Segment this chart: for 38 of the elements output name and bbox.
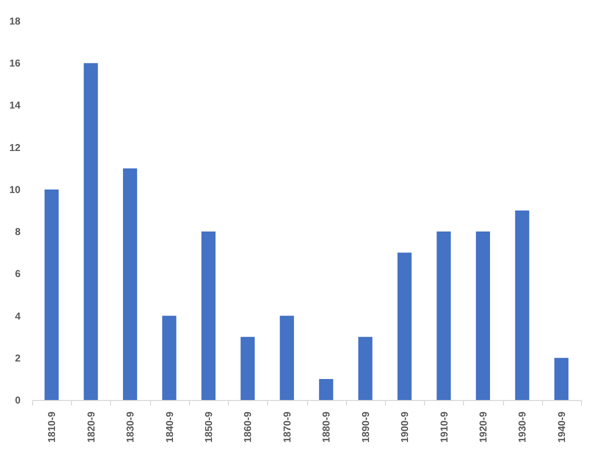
bar [44,189,59,400]
bar [515,210,530,400]
x-tick-label: 1940-9 [556,411,568,443]
bar [476,232,490,400]
bar [397,252,412,400]
x-tick-label: 1930-9 [518,411,529,443]
x-tick-label: 1920-9 [478,411,490,443]
bar [201,232,216,400]
bar [162,316,176,400]
bar [554,358,568,400]
y-tick-label: 2 [14,353,21,364]
bar [358,336,372,400]
x-tick-label: 1850-9 [204,411,215,443]
x-tick-label: 1880-9 [322,411,333,443]
y-tick-label: 12 [9,142,21,154]
x-tick-label: 1900-9 [400,411,412,443]
y-tick-label: 14 [9,100,21,112]
x-tick-label: 1870-9 [282,411,294,443]
bar [319,378,334,400]
bar [84,63,98,400]
y-tick-label: 18 [9,16,21,28]
x-tick-label: 1910-9 [439,411,450,443]
x-tick-label: 1860-9 [243,411,254,443]
bar [280,316,294,400]
y-tick-label: 8 [14,227,21,238]
y-tick-label: 0 [14,396,21,406]
y-tick-label: 6 [14,269,21,280]
x-tick-label: 1810-9 [47,411,58,443]
y-tick-label: 16 [9,58,21,70]
bar [122,168,138,400]
x-tick-label: 1890-9 [360,411,372,443]
y-tick-label: 10 [9,184,21,196]
bar [240,336,255,400]
x-tick-label: 1830-9 [126,411,137,443]
x-tick-label: 1840-9 [164,411,176,443]
x-tick-label: 1820-9 [86,411,98,443]
y-tick-label: 4 [14,311,21,322]
bar [436,232,451,400]
